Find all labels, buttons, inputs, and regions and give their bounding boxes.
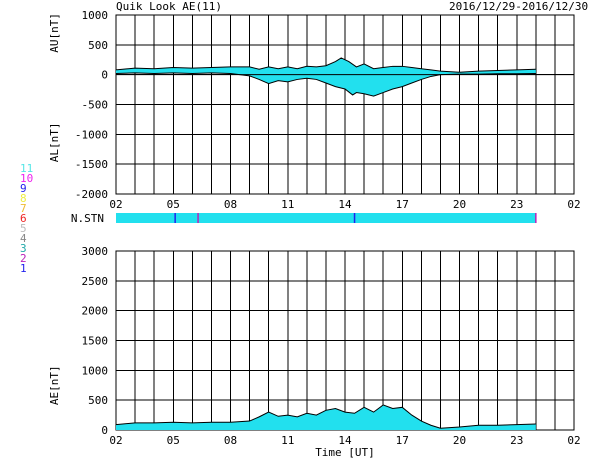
y-tick-label: 1500 — [82, 335, 109, 348]
ae-area — [116, 404, 536, 430]
station-legend-item: 2 — [20, 252, 27, 265]
y-tick-label: -1000 — [75, 128, 108, 141]
station-legend-item: 7 — [20, 202, 27, 215]
x-tick-label: 08 — [224, 198, 237, 211]
date-range: 2016/12/29-2016/12/30 — [449, 0, 589, 13]
x-tick-label: 20 — [453, 198, 466, 211]
y-tick-label: 1000 — [82, 9, 109, 22]
nstn-bar — [116, 213, 536, 223]
y-tick-label: 0 — [101, 424, 108, 437]
x-tick-label: 02 — [109, 434, 122, 447]
station-legend-item: 6 — [20, 212, 27, 225]
station-legend-item: 4 — [20, 232, 27, 245]
ae-axis-label: AE[nT] — [48, 365, 61, 405]
x-tick-label: 02 — [567, 198, 580, 211]
y-tick-label: -1500 — [75, 158, 108, 171]
au-axis-label: AU[nT] — [48, 13, 61, 53]
x-tick-label: 17 — [396, 198, 409, 211]
station-legend-item: 11 — [20, 162, 34, 175]
station-legend-item: 1 — [20, 262, 27, 275]
x-tick-label: 02 — [109, 198, 122, 211]
y-tick-label: -2000 — [75, 188, 108, 201]
x-tick-label: 02 — [567, 434, 580, 447]
x-tick-label: 14 — [338, 198, 352, 211]
al-axis-label: AL[nT] — [48, 122, 61, 162]
y-tick-label: -500 — [82, 99, 109, 112]
x-tick-label: 05 — [167, 434, 180, 447]
nstn-label: N.STN — [71, 212, 104, 225]
plot-frame — [115, 14, 575, 195]
x-tick-label: 14 — [338, 434, 352, 447]
x-tick-label: 05 — [167, 198, 180, 211]
x-tick-label: 23 — [510, 434, 523, 447]
chart-title: Quik Look AE(11) — [116, 0, 222, 13]
station-legend-item: 8 — [20, 192, 27, 205]
au-series-line — [115, 57, 536, 73]
ae-series-line — [115, 404, 536, 429]
y-tick-label: 2500 — [82, 275, 109, 288]
station-legend-item: 10 — [20, 172, 34, 185]
station-legend-item: 3 — [20, 242, 27, 255]
station-legend-item: 5 — [20, 222, 27, 235]
x-tick-label: 23 — [510, 198, 523, 211]
x-tick-label: 11 — [281, 198, 294, 211]
station-legend-item: 9 — [20, 182, 27, 195]
x-tick-label: 08 — [224, 434, 237, 447]
x-tick-label: 20 — [453, 434, 466, 447]
y-tick-label: 1000 — [82, 364, 109, 377]
x-tick-label: 17 — [396, 434, 409, 447]
y-tick-label: 2000 — [82, 305, 109, 318]
y-tick-label: 500 — [88, 39, 108, 52]
x-tick-label: 11 — [281, 434, 294, 447]
y-tick-label: 0 — [101, 69, 108, 82]
al-series-line — [115, 72, 536, 97]
y-tick-label: 3000 — [82, 245, 109, 258]
y-tick-label: 500 — [88, 394, 108, 407]
x-axis-label: Time [UT] — [315, 446, 375, 459]
